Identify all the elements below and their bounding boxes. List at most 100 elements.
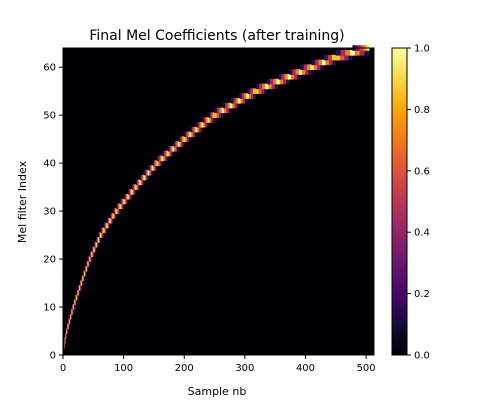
heatmap-cell: [359, 50, 365, 56]
heatmap-cell: [76, 289, 78, 296]
heatmap-cell: [124, 193, 126, 200]
y-tick-label: 30: [43, 207, 56, 218]
heatmap-cell: [164, 155, 167, 162]
heatmap-cell: [72, 304, 74, 310]
x-axis-label: Sample nb: [188, 385, 247, 398]
heatmap-cell: [91, 256, 93, 262]
heatmap-cell: [220, 112, 224, 118]
heatmap-cell: [95, 241, 97, 248]
heatmap-cell: [75, 299, 77, 306]
heatmap-cell: [154, 165, 157, 171]
heatmap-cell: [278, 73, 282, 80]
heatmap-cell: [318, 59, 323, 66]
heatmap-cell: [261, 88, 265, 94]
heatmap-cell: [89, 261, 90, 267]
heatmap-cell: [68, 323, 70, 330]
heatmap-cell: [156, 160, 159, 166]
heatmap-cell: [311, 59, 316, 66]
heatmap-cell: [223, 107, 227, 114]
heatmap-cell: [208, 112, 211, 118]
heatmap-cell: [129, 193, 132, 200]
heatmap-cell: [198, 126, 201, 133]
heatmap-cell: [246, 93, 250, 99]
heatmap-cell: [92, 251, 94, 258]
heatmap-cell: [298, 69, 303, 75]
heatmap-cell: [84, 265, 86, 272]
heatmap-cell: [138, 179, 140, 186]
heatmap-cell: [241, 93, 245, 99]
heatmap-cell: [76, 299, 77, 306]
heatmap-cell: [77, 294, 79, 301]
heatmap-cell: [95, 241, 97, 248]
heatmap-cell: [102, 232, 104, 238]
heatmap-cell: [138, 184, 141, 190]
heatmap-cell: [99, 237, 101, 243]
heatmap-cell: [135, 184, 137, 190]
x-tick-label: 400: [296, 363, 315, 374]
heatmap-cell: [239, 93, 242, 99]
heatmap-cell: [154, 160, 156, 166]
heatmap-cell: [271, 83, 276, 90]
heatmap-cell: [71, 304, 73, 310]
heatmap-cell: [82, 275, 84, 282]
heatmap-cell: [126, 193, 128, 200]
heatmap-cell: [310, 64, 315, 70]
heatmap-cell: [155, 160, 158, 166]
heatmap-cell: [121, 198, 123, 205]
heatmap-cell: [169, 145, 172, 152]
heatmap-cell: [149, 165, 152, 171]
heatmap-cell: [133, 189, 135, 195]
heatmap-cell: [96, 237, 98, 243]
heatmap-cell: [315, 59, 319, 66]
x-axis-ticks: 0 100 200 300 400 500: [60, 355, 376, 374]
heatmap-cell: [232, 102, 235, 109]
heatmap-cell: [167, 150, 169, 157]
heatmap-cell: [136, 179, 139, 186]
heatmap-cell: [112, 217, 114, 224]
heatmap-cell: [94, 241, 96, 248]
colorbar-tick-label: 0.2: [414, 289, 430, 300]
heatmap-cell: [126, 198, 129, 205]
heatmap-cell: [307, 64, 311, 70]
heatmap-cell: [110, 217, 112, 224]
heatmap-cell: [131, 184, 134, 190]
heatmap-cell: [279, 78, 284, 85]
y-tick-label: 40: [43, 159, 56, 170]
heatmap-cell: [345, 50, 351, 56]
heatmap-cell: [178, 141, 180, 147]
heatmap-cell: [84, 270, 86, 277]
heatmap-cell: [102, 227, 104, 234]
heatmap-cell: [108, 222, 110, 229]
y-tick-label: 20: [43, 255, 56, 266]
heatmap-cell: [308, 69, 312, 75]
heatmap-cell: [111, 217, 113, 224]
heatmap-cell: [110, 213, 113, 219]
heatmap-cell: [82, 270, 84, 277]
heatmap-cell: [336, 54, 341, 61]
heatmap-cell: [331, 54, 337, 61]
heatmap-cell: [84, 270, 86, 277]
heatmap-cell: [292, 69, 296, 75]
heatmap-cell: [182, 141, 185, 147]
heatmap-cell: [80, 280, 81, 286]
heatmap-cell: [198, 121, 201, 128]
heatmap-cell: [219, 107, 222, 114]
heatmap-cell: [317, 64, 321, 70]
heatmap-cell: [265, 83, 269, 90]
heatmap-cell: [303, 64, 308, 70]
heatmap-cell: [170, 150, 173, 157]
heatmap-cell: [141, 179, 144, 186]
heatmap-cell: [174, 145, 176, 152]
heatmap-cell: [82, 280, 84, 286]
heatmap-cell: [242, 97, 246, 104]
heatmap-cell: [134, 189, 137, 195]
heatmap-cell: [302, 69, 306, 75]
heatmap-cell: [86, 265, 88, 272]
heatmap-cell: [166, 155, 169, 162]
heatmap-cell: [218, 112, 222, 118]
heatmap-cell: [125, 198, 128, 205]
heatmap-cell: [84, 275, 85, 282]
heatmap-cell: [168, 150, 171, 157]
heatmap-cell: [144, 169, 146, 176]
